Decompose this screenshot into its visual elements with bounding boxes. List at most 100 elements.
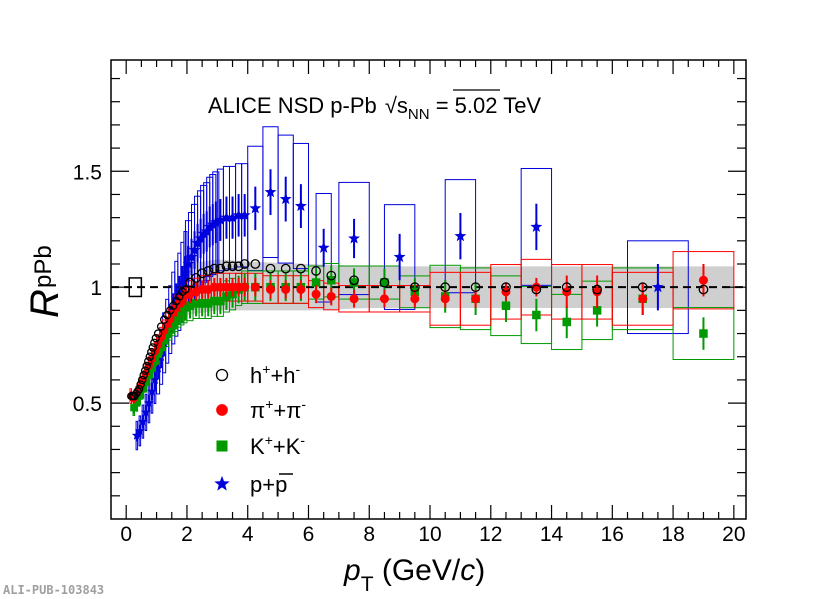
data-point-3-5: [147, 386, 158, 396]
publication-credit: ALI-PUB-103843: [3, 583, 104, 597]
data-point-1-43: [592, 287, 602, 297]
x-tick-label-0: 0: [120, 523, 132, 546]
data-point-3-28: [220, 211, 233, 223]
data-point-1-41: [531, 282, 541, 292]
data-point-3-17: [182, 257, 195, 270]
data-point-2-13: [169, 318, 177, 326]
x-tick-label-18: 18: [661, 523, 684, 546]
data-point-0-28: [191, 273, 201, 283]
data-point-3-35: [294, 199, 307, 212]
y-label-var: R: [23, 289, 67, 318]
data-point-3-22: [197, 227, 210, 239]
data-point-2-17: [181, 304, 190, 312]
data-point-1-3: [136, 383, 144, 391]
data-point-0-47: [470, 282, 481, 293]
data-point-2-42: [592, 306, 602, 315]
data-point-3-40: [530, 220, 543, 232]
data-point-3-31: [238, 209, 251, 221]
data-point-0-6: [136, 380, 145, 389]
data-point-2-41: [562, 317, 571, 327]
data-point-0-5: [134, 384, 144, 394]
data-point-1-34: [326, 291, 336, 301]
data-point-3-6: [150, 374, 161, 385]
y-axis-label: R pPb: [23, 245, 67, 318]
legend-symbol-0: [215, 368, 229, 382]
data-point-1-29: [250, 282, 260, 292]
data-point-3-38: [393, 250, 406, 263]
data-point-3-27: [214, 213, 227, 226]
data-point-3-41: [651, 280, 664, 293]
y-tick-label-0.5: 0.5: [73, 393, 102, 416]
data-point-2-39: [501, 301, 511, 310]
data-point-0-7: [137, 375, 147, 385]
syst-box-3-35: [292, 142, 309, 270]
x-label-var: p: [343, 554, 361, 587]
normalization-box: [128, 277, 143, 298]
legend-symbol-2: [216, 440, 228, 452]
data-point-3-3: [140, 407, 151, 417]
axis-ticks-layer: 0 2 4 6 8 10 12 14 16 18 20 0.5 1 1.5: [73, 60, 746, 546]
x-tick-label-14: 14: [540, 523, 564, 546]
legend-marker-pions: [216, 404, 228, 416]
title-sqrt-sub: NN: [408, 106, 430, 123]
data-point-3-2: [137, 416, 148, 426]
data-point-0-37: [250, 259, 261, 269]
x-tick-label-8: 8: [363, 523, 375, 546]
x-label-unit-close: ): [475, 554, 485, 587]
legend-symbol-3: [214, 475, 230, 491]
data-point-0-53: [698, 284, 709, 295]
data-point-3-1: [134, 425, 145, 436]
plot-frame: [110, 59, 747, 520]
data-point-1-32: [296, 285, 306, 294]
data-point-2-10: [160, 336, 168, 345]
data-point-2-0: [130, 404, 138, 412]
legend-marker-protons: [214, 475, 230, 491]
legend: h++h- π++π- K++K- p+p: [214, 361, 306, 497]
data-point-0-39: [280, 263, 291, 274]
data-point-0-50: [561, 282, 572, 293]
data-point-2-5: [145, 371, 153, 379]
data-point-0-42: [326, 270, 337, 281]
x-tick-label-20: 20: [722, 523, 745, 546]
data-point-0-34: [227, 261, 238, 272]
data-point-0-16: [151, 333, 161, 343]
data-point-3-15: [177, 277, 188, 287]
data-point-0-31: [209, 263, 220, 274]
x-label-unit-var: c: [460, 554, 475, 587]
data-point-2-32: [311, 278, 321, 287]
data-point-2-14: [172, 313, 180, 321]
data-point-3-33: [264, 185, 277, 198]
data-point-3-7: [153, 363, 164, 373]
data-point-3-19: [188, 243, 201, 256]
data-point-3-29: [226, 211, 239, 223]
data-point-3-39: [454, 229, 467, 242]
data-point-2-9: [157, 343, 165, 352]
data-point-3-32: [249, 202, 262, 214]
data-point-2-8: [154, 350, 162, 358]
x-tick-label-16: 16: [601, 523, 624, 546]
title-suffix: = 5.02 TeV: [430, 93, 542, 118]
data-point-0-45: [409, 282, 420, 293]
legend-symbol-1: [216, 404, 228, 416]
data-point-2-4: [142, 378, 150, 386]
data-point-0-15: [150, 338, 159, 348]
data-point-1-39: [471, 294, 481, 304]
data-point-3-30: [232, 209, 245, 221]
legend-marker-hadrons: [215, 368, 229, 382]
data-point-0-12: [145, 352, 154, 361]
data-point-3-24: [203, 220, 216, 232]
data-point-0-46: [440, 282, 451, 293]
data-point-0-13: [147, 347, 156, 357]
data-point-0-48: [501, 282, 511, 293]
data-point-2-19: [191, 299, 201, 308]
x-tick-label-4: 4: [242, 523, 254, 546]
data-point-0-49: [531, 284, 542, 295]
data-point-2-23: [216, 296, 225, 306]
data-point-1-36: [379, 294, 389, 304]
data-point-0-38: [265, 263, 276, 274]
data-point-0-26: [181, 285, 190, 294]
data-point-0-10: [142, 361, 151, 371]
title-sqrt-symbol: √: [385, 93, 398, 118]
data-point-0-44: [379, 277, 390, 288]
data-point-1-37: [410, 294, 420, 304]
